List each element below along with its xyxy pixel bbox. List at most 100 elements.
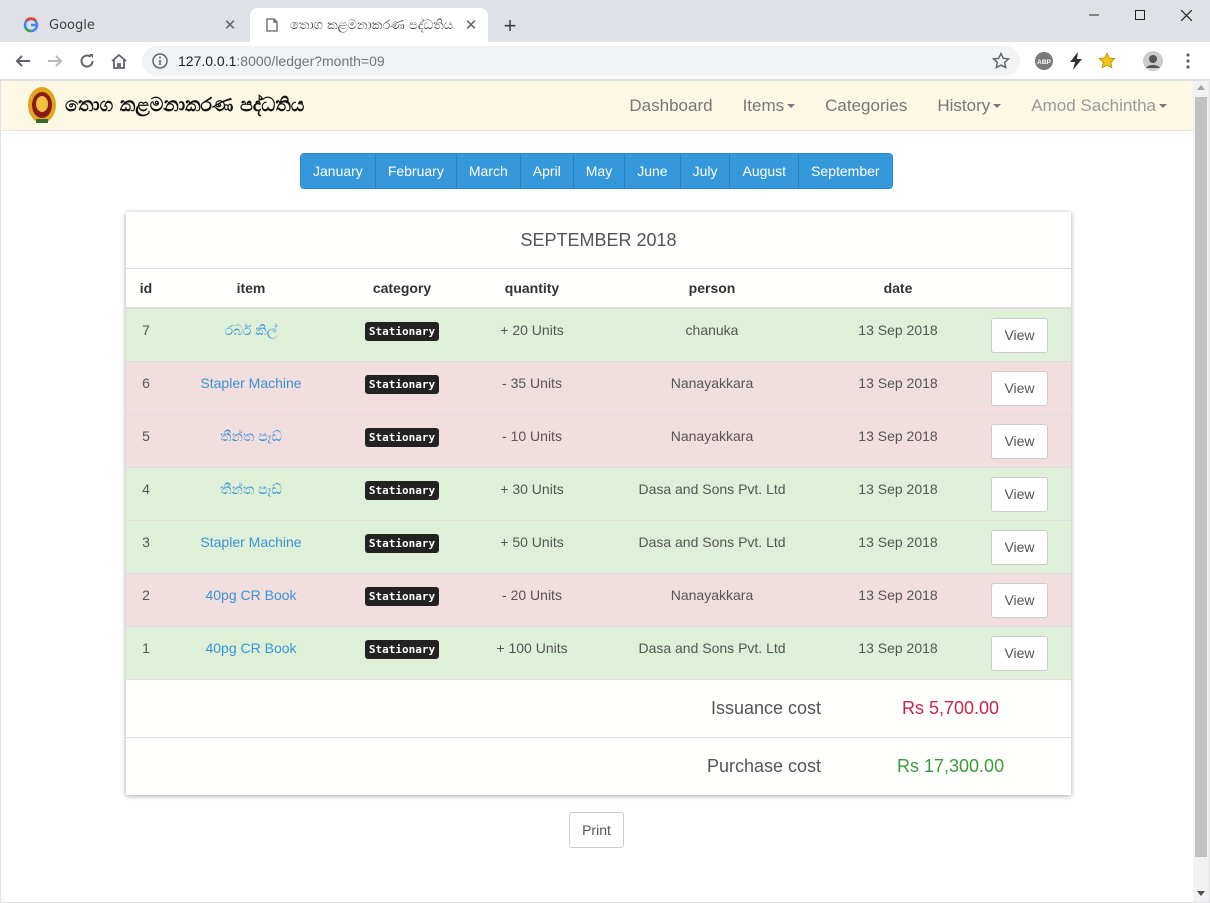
- forward-button[interactable]: [42, 48, 68, 74]
- cell-category: Stationary: [336, 413, 468, 467]
- nav-history[interactable]: History: [937, 96, 1002, 116]
- page-icon: [264, 17, 280, 33]
- month-button-august[interactable]: August: [730, 154, 800, 188]
- reload-icon: [80, 54, 94, 68]
- month-button-march[interactable]: March: [456, 154, 521, 188]
- home-button[interactable]: [106, 48, 132, 74]
- item-link[interactable]: තීන්ත පෑඩ්: [220, 427, 282, 444]
- browser-tab-google[interactable]: Google ✕: [9, 8, 247, 42]
- close-icon[interactable]: ✕: [464, 17, 478, 34]
- browser-toolbar: 127.0.0.1:8000/ledger?month=09 ABP: [0, 42, 1210, 80]
- nav-user[interactable]: Amod Sachintha: [1031, 96, 1167, 116]
- arrow-left-icon: [15, 55, 30, 67]
- cell-quantity: + 20 Units: [468, 307, 596, 361]
- view-button[interactable]: View: [991, 635, 1048, 671]
- month-button-september[interactable]: September: [799, 154, 892, 188]
- issuance-cost-label: Issuance cost: [711, 698, 822, 718]
- ledger-panel: SEPTEMBER 2018 id item category quantity…: [126, 212, 1071, 795]
- minimize-button[interactable]: [1071, 0, 1117, 30]
- back-button[interactable]: [10, 48, 36, 74]
- profile-avatar-icon[interactable]: [1143, 51, 1163, 71]
- new-tab-button[interactable]: +: [503, 13, 517, 38]
- tab-title: Google: [49, 17, 95, 33]
- brand-title: තොග කළමනාකරණ පද්ධතිය: [65, 94, 305, 116]
- month-button-april[interactable]: April: [520, 154, 574, 188]
- nav-dashboard[interactable]: Dashboard: [629, 96, 713, 115]
- lightning-icon[interactable]: [1066, 51, 1086, 71]
- cell-person: Dasa and Sons Pvt. Ltd: [596, 625, 828, 679]
- table-row: 1 40pg CR Book Stationary + 100 Units Da…: [126, 625, 1071, 679]
- nav-categories[interactable]: Categories: [825, 96, 908, 115]
- scroll-down-icon[interactable]: [1197, 891, 1205, 896]
- cell-id: 7: [126, 307, 166, 361]
- nav-items[interactable]: Items: [743, 96, 796, 116]
- cell-date: 13 Sep 2018: [828, 360, 968, 414]
- cell-date: 13 Sep 2018: [828, 572, 968, 626]
- browser-tabstrip: Google ✕ තොග කළමනාකරණ පද්ධතිය ✕ +: [0, 0, 1210, 42]
- month-button-july[interactable]: July: [680, 154, 731, 188]
- emblem-logo-icon: [28, 87, 56, 123]
- cell-category: Stationary: [336, 307, 468, 361]
- item-link[interactable]: රබර් කිල්: [224, 322, 278, 338]
- arrow-right-icon: [48, 55, 63, 67]
- cell-category: Stationary: [336, 466, 468, 520]
- caret-down-icon: [993, 104, 1002, 108]
- cell-item: තීන්ත පෑඩ්: [166, 413, 336, 467]
- col-header-person: person: [596, 269, 828, 309]
- print-button[interactable]: Print: [569, 812, 624, 848]
- scrollbar-thumb[interactable]: [1195, 97, 1207, 857]
- category-badge: Stationary: [364, 322, 440, 341]
- item-link[interactable]: 40pg CR Book: [205, 586, 297, 603]
- adblock-icon[interactable]: ABP: [1034, 51, 1054, 71]
- month-button-february[interactable]: February: [375, 154, 457, 188]
- bookmark-star-icon[interactable]: [992, 52, 1010, 70]
- cell-item: රබර් කිල්: [166, 307, 336, 361]
- page-scrollbar[interactable]: [1193, 81, 1209, 902]
- scroll-up-icon[interactable]: [1197, 85, 1205, 90]
- month-button-june[interactable]: June: [625, 154, 681, 188]
- item-link[interactable]: Stapler Machine: [200, 533, 302, 550]
- reload-button[interactable]: [74, 48, 100, 74]
- close-icon[interactable]: ✕: [223, 17, 237, 34]
- item-link[interactable]: තීන්ත පෑඩ්: [220, 480, 282, 497]
- tab-title: තොග කළමනාකරණ පද්ධතිය: [290, 17, 454, 33]
- item-link[interactable]: 40pg CR Book: [205, 639, 297, 656]
- view-button[interactable]: View: [991, 370, 1048, 406]
- nav-user-label: Amod Sachintha: [1031, 96, 1156, 115]
- brand[interactable]: තොග කළමනාකරණ පද්ධතිය: [27, 85, 304, 125]
- cell-quantity: - 20 Units: [468, 572, 596, 626]
- address-bar[interactable]: 127.0.0.1:8000/ledger?month=09: [142, 46, 1020, 76]
- issuance-cost-row: Issuance cost Rs 5,700.00: [126, 679, 1071, 737]
- extension-star-icon[interactable]: [1097, 51, 1117, 71]
- cell-item: 40pg CR Book: [166, 625, 336, 679]
- purchase-cost-value: Rs 17,300.00: [897, 756, 1005, 776]
- item-link[interactable]: Stapler Machine: [200, 374, 302, 391]
- browser-tab-ledger[interactable]: තොග කළමනාකරණ පද්ධතිය ✕: [250, 8, 488, 42]
- cell-category: Stationary: [336, 360, 468, 414]
- month-button-may[interactable]: May: [573, 154, 626, 188]
- category-badge: Stationary: [364, 374, 440, 394]
- caret-down-icon: [1159, 104, 1167, 108]
- cell-action: View: [968, 625, 1071, 679]
- cell-action: View: [968, 572, 1071, 626]
- svg-text:ABP: ABP: [1037, 59, 1051, 66]
- google-icon: [23, 17, 39, 33]
- url-text: 127.0.0.1:8000/ledger?month=09: [178, 53, 385, 69]
- view-button[interactable]: View: [991, 476, 1048, 512]
- month-button-january[interactable]: January: [301, 154, 376, 188]
- category-badge: Stationary: [364, 427, 440, 447]
- cell-quantity: + 100 Units: [468, 625, 596, 679]
- view-button[interactable]: View: [991, 318, 1048, 353]
- view-button[interactable]: View: [991, 423, 1048, 459]
- cell-category: Stationary: [336, 572, 468, 626]
- cell-id: 4: [126, 466, 166, 520]
- view-button[interactable]: View: [991, 529, 1048, 565]
- col-header-quantity: quantity: [468, 269, 596, 309]
- category-badge: Stationary: [364, 480, 440, 500]
- cell-person: Dasa and Sons Pvt. Ltd: [596, 519, 828, 573]
- maximize-button[interactable]: [1117, 0, 1163, 30]
- menu-dots-icon[interactable]: [1178, 51, 1198, 71]
- close-window-button[interactable]: [1163, 0, 1209, 30]
- cell-date: 13 Sep 2018: [828, 519, 968, 573]
- view-button[interactable]: View: [991, 582, 1048, 618]
